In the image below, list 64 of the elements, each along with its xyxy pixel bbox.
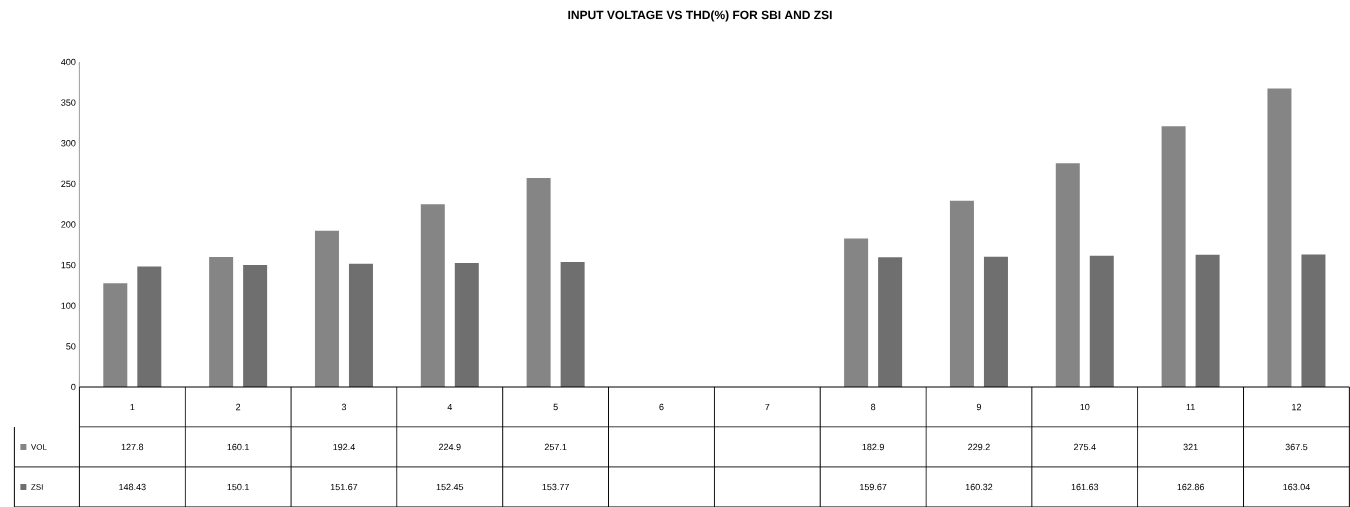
y-tick-label: 350 — [61, 99, 76, 106]
data-label: 150.1 — [227, 483, 249, 490]
y-tick-label: 100 — [61, 302, 76, 309]
data-label: 161.63 — [1071, 483, 1099, 490]
data-label: 224.9 — [438, 443, 461, 450]
y-tick-label: 0 — [71, 383, 76, 390]
data-label: 257.1 — [544, 443, 567, 450]
bar — [560, 261, 585, 387]
x-tick-label: 2 — [236, 403, 241, 410]
data-label: 367.5 — [1285, 443, 1308, 450]
bar — [526, 177, 551, 387]
data-label: 163.04 — [1283, 483, 1310, 490]
y-tick-label: 150 — [61, 261, 76, 269]
data-label: 229.2 — [968, 443, 990, 450]
data-label: 152.45 — [436, 483, 464, 490]
bar — [1195, 254, 1220, 387]
bar — [348, 263, 373, 387]
x-tick-label: 4 — [447, 403, 453, 410]
chart-title: INPUT VOLTAGE VS THD(%) FOR SBI AND ZSI — [568, 10, 832, 22]
x-tick-label: 1 — [130, 403, 135, 410]
bar — [1161, 125, 1186, 387]
bar — [844, 238, 869, 387]
legend-label: VOL — [30, 443, 47, 450]
data-label: 160.32 — [965, 483, 993, 490]
x-tick-label: 7 — [765, 403, 770, 410]
x-tick-label: 12 — [1292, 403, 1302, 410]
bar — [1089, 255, 1114, 387]
bar — [1055, 162, 1080, 387]
bar — [209, 256, 234, 387]
x-tick-label: 8 — [871, 403, 876, 410]
y-tick-label: 50 — [66, 342, 76, 350]
x-tick-label: 10 — [1080, 403, 1090, 410]
bar — [1301, 254, 1326, 387]
x-tick-label: 3 — [341, 403, 347, 410]
bar — [1267, 88, 1292, 387]
data-label: 275.4 — [1073, 443, 1096, 450]
data-label: 153.77 — [542, 483, 569, 490]
bar — [454, 262, 479, 387]
data-label: 321 — [1183, 443, 1198, 450]
bar — [314, 230, 339, 387]
data-label: 159.67 — [860, 483, 887, 490]
bar — [983, 256, 1008, 387]
legend-label: ZSI — [31, 483, 43, 490]
data-label: 192.4 — [333, 443, 355, 450]
y-tick-label: 400 — [61, 58, 76, 65]
x-tick-label: 6 — [659, 403, 664, 410]
bar — [420, 204, 445, 387]
x-tick-label: 11 — [1186, 403, 1195, 410]
data-label: 162.86 — [1177, 483, 1204, 490]
x-tick-label: 5 — [553, 403, 558, 410]
bar — [243, 264, 268, 387]
bar — [103, 282, 128, 387]
x-tick-label: 9 — [976, 403, 982, 410]
data-label: 160.1 — [227, 443, 249, 450]
data-label: 182.9 — [862, 443, 884, 450]
bar — [137, 266, 162, 387]
y-tick-label: 250 — [61, 180, 76, 187]
data-label: 127.8 — [121, 443, 144, 450]
y-tick-label: 300 — [61, 139, 76, 147]
bar — [878, 257, 903, 387]
data-label: 148.43 — [119, 483, 146, 490]
data-label: 151.67 — [330, 483, 358, 490]
y-tick-label: 200 — [61, 221, 76, 228]
bar — [949, 200, 974, 387]
